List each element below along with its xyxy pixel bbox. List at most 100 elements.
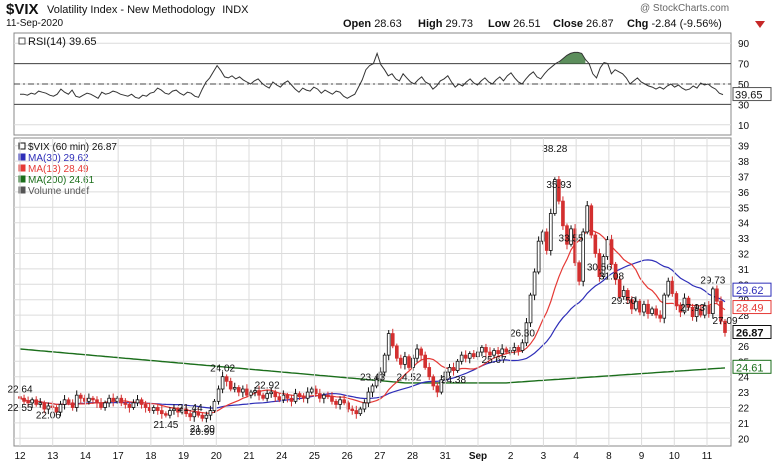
candle-body (484, 347, 488, 353)
legend-entry: $VIX (60 min) 26.87 (28, 142, 117, 153)
candle-body (318, 393, 322, 399)
symbol: $VIX (6, 1, 39, 18)
candle-body (212, 400, 217, 411)
candle-body (216, 388, 221, 402)
x-tick-label: 28 (407, 451, 419, 462)
candle-body (463, 354, 468, 359)
x-tick-label: 24 (276, 451, 288, 462)
candle-body (561, 200, 565, 227)
candle-body (62, 399, 67, 405)
candle-body (208, 410, 213, 416)
open-value: 28.63 (374, 18, 402, 30)
candle-body (670, 280, 675, 294)
candle-body (540, 231, 545, 242)
close-field: Close 26.87 (553, 18, 614, 30)
candle-body (265, 393, 269, 399)
x-tick-label: 17 (113, 451, 125, 462)
legend-entry: MA(200) 24.61 (28, 175, 95, 186)
candle-body (253, 390, 257, 393)
price-tick-label: 32 (738, 250, 750, 261)
low-label: Low (488, 18, 510, 30)
price-tick-label: 35 (738, 203, 750, 214)
price-tick-label: 23 (738, 388, 750, 399)
x-tick-label: 3 (541, 451, 547, 462)
candle-body (650, 308, 654, 314)
close-value: 26.87 (586, 18, 614, 30)
price-annotation: 26.30 (510, 328, 535, 339)
price-annotation: 21.44 (178, 403, 203, 414)
price-panel: 2021222324252627282930313233343536373839… (7, 137, 772, 447)
legend-swatch (18, 186, 26, 194)
candle-body (415, 348, 419, 359)
candle-body (698, 308, 703, 316)
candle-body (103, 402, 107, 408)
candle-body (151, 407, 156, 411)
candle-body (297, 393, 302, 398)
candle-body (143, 404, 148, 408)
candle-body (723, 320, 727, 333)
last-value-label: 28.49 (736, 303, 764, 315)
last-value-label: 26.87 (736, 328, 764, 340)
candle-body (646, 303, 650, 314)
rsi-tick-label: 10 (738, 121, 750, 132)
candle-body (172, 408, 176, 411)
rsi-panel: 10 30 50 70 90 RSI(14) 39.65 39.65 (13, 32, 772, 136)
candle-body (621, 290, 626, 298)
candle-body (111, 397, 116, 402)
candle-body (678, 305, 683, 313)
x-tick-label: 9 (639, 451, 645, 462)
candle-body (715, 288, 719, 302)
price-annotation: 21.20 (190, 424, 215, 435)
price-tick-label: 24 (738, 373, 750, 384)
candle-body (613, 263, 618, 281)
rsi-last-box (732, 87, 772, 102)
candle-body (176, 408, 180, 413)
price-tick-label: 28 (738, 311, 750, 322)
candle-body (91, 397, 95, 401)
change-label: Chg (627, 18, 649, 30)
x-tick-label: 2 (508, 451, 514, 462)
candle-body (135, 399, 140, 404)
rsi-overbought-fill (559, 52, 586, 64)
candle-body (403, 356, 407, 365)
candle-body (658, 314, 662, 319)
candle-body (532, 271, 537, 296)
watermark: @ StockCharts.com (640, 3, 730, 14)
x-tick-label: 18 (145, 451, 157, 462)
candle-body (423, 354, 427, 368)
candle-body (34, 399, 39, 405)
candle-body (496, 350, 500, 354)
price-tick-label: 38 (738, 157, 750, 168)
candle-body (394, 345, 399, 359)
high-field: High 29.73 (418, 18, 473, 30)
change-value: -2.84 (-9.56%) (651, 18, 722, 30)
change-field: Chg -2.84 (-9.56%) (627, 18, 722, 30)
candle-body (330, 396, 334, 402)
candle-body (322, 394, 326, 399)
candle-body (277, 396, 282, 401)
candle-body (516, 347, 521, 351)
high-label: High (418, 18, 443, 30)
rsi-line (20, 51, 724, 99)
candle-body (557, 179, 561, 202)
candle-body (480, 347, 484, 353)
candle-body (617, 279, 622, 298)
candle-body (407, 356, 411, 368)
candle-body (58, 404, 63, 413)
candle-body (467, 353, 472, 359)
candle-body (305, 391, 310, 399)
candle-body (565, 225, 569, 245)
candle-body (46, 405, 51, 410)
candle-body (232, 387, 237, 390)
candle-body (245, 388, 249, 396)
last-value-box (732, 325, 772, 340)
candle-body (192, 411, 197, 418)
last-value-box (732, 300, 772, 315)
candle-body (500, 348, 504, 355)
price-tick-label: 22 (738, 404, 750, 415)
candle-body (366, 391, 371, 404)
candle-body (520, 342, 525, 351)
candle-body (123, 402, 128, 405)
candle-body (184, 408, 188, 415)
